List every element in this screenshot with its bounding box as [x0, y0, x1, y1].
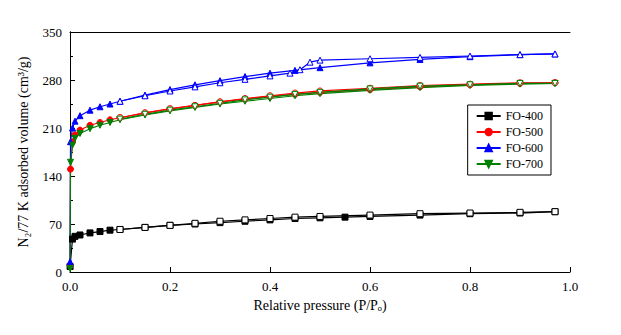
svg-text:FO-700: FO-700: [506, 157, 543, 171]
svg-text:Relative pressure (P/Pₒ): Relative pressure (P/Pₒ): [253, 298, 386, 314]
svg-text:FO-600: FO-600: [506, 141, 543, 155]
svg-text:140: 140: [43, 169, 63, 184]
svg-text:1.0: 1.0: [562, 279, 578, 294]
svg-text:350: 350: [43, 25, 63, 40]
svg-text:210: 210: [43, 121, 63, 136]
svg-text:0.6: 0.6: [362, 279, 379, 294]
svg-text:FO-500: FO-500: [506, 125, 543, 139]
svg-text:0.8: 0.8: [462, 279, 478, 294]
svg-text:FO-400: FO-400: [506, 109, 543, 123]
svg-text:N₂/77 K adsorbed volume (cm³/g: N₂/77 K adsorbed volume (cm³/g): [16, 56, 32, 247]
svg-text:0: 0: [56, 265, 63, 280]
svg-text:0.4: 0.4: [262, 279, 279, 294]
svg-text:0.2: 0.2: [162, 279, 178, 294]
svg-text:0.0: 0.0: [62, 279, 78, 294]
svg-text:70: 70: [49, 217, 62, 232]
svg-text:280: 280: [43, 73, 63, 88]
